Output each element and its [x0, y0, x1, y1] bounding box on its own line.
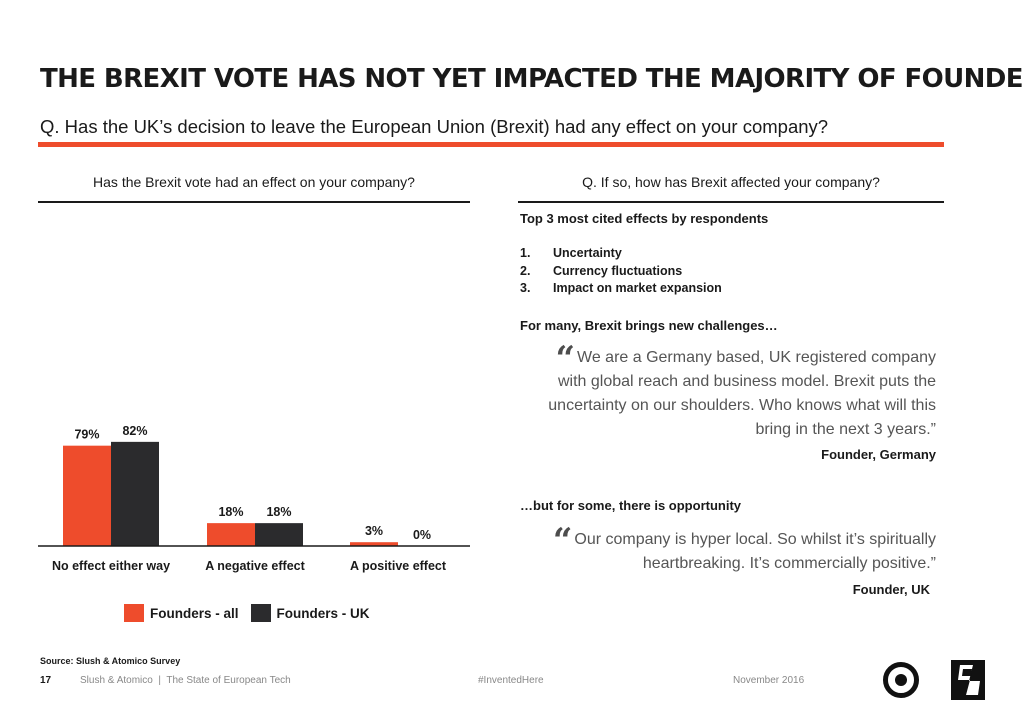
- quote-attribution-uk: Founder, UK: [852, 582, 930, 597]
- title-divider: [38, 142, 944, 147]
- page-question: Q. Has the UK’s decision to leave the Eu…: [40, 116, 829, 137]
- page-number: 17: [40, 675, 52, 686]
- founder-quote-germany: “We are a Germany based, UK registered c…: [548, 339, 936, 438]
- effects-panel-heading: Q. If so, how has Brexit affected your c…: [582, 174, 880, 190]
- bar-value-label: 0%: [413, 528, 431, 542]
- top-effects-heading: Top 3 most cited effects by respondents: [520, 211, 769, 226]
- bar-founders-uk-0: [111, 441, 159, 546]
- bar-value-label: 3%: [365, 524, 383, 538]
- legend-item-founders-all: Founders - all: [124, 604, 239, 622]
- legend-item-founders-uk: Founders - UK: [250, 604, 370, 622]
- footer-hashtag: #InventedHere: [478, 675, 544, 686]
- chart-legend: Founders - all Founders - UK: [124, 604, 382, 622]
- challenges-heading: For many, Brexit brings new challenges…: [520, 318, 778, 333]
- quote-mark-icon: “: [552, 521, 573, 561]
- bar-value-label: 18%: [266, 505, 291, 519]
- page-title: THE BREXIT VOTE HAS NOT YET IMPACTED THE…: [40, 64, 1024, 94]
- legend-swatch-founders-all: [124, 604, 144, 622]
- atomico-logo-icon: [951, 660, 985, 700]
- bar-value-label: 18%: [218, 505, 243, 519]
- quote-attribution-germany: Founder, Germany: [821, 447, 936, 462]
- footer-date: November 2016: [733, 675, 805, 686]
- quote-mark-icon: “: [555, 339, 576, 379]
- list-item: 2. Currency fluctuations: [520, 263, 683, 278]
- list-item: 3. Impact on market expansion: [520, 281, 722, 295]
- category-label: A negative effect: [205, 559, 305, 573]
- effects-panel-divider: [518, 201, 944, 203]
- bar-founders-uk-1: [255, 523, 303, 546]
- bar-founders-all-2: [350, 542, 398, 546]
- legend-label-founders-uk: Founders - UK: [276, 605, 370, 621]
- founder-quote-uk: “Our company is hyper local. So whilst i…: [552, 521, 936, 572]
- bar-founders-all-1: [207, 523, 255, 546]
- list-item: 1. Uncertainty: [520, 246, 622, 260]
- bar-founders-all-0: [63, 445, 111, 546]
- legend-swatch-founders-uk: [250, 604, 271, 622]
- top-effects-list: 1. Uncertainty 2. Currency fluctuations 3.…: [520, 246, 722, 299]
- bar-chart: 79% 82% No effect either way 18% 18% A negati…: [38, 424, 470, 573]
- category-label: No effect either way: [52, 559, 170, 573]
- slush-logo-icon: [883, 662, 919, 698]
- source-note: Source: Slush & Atomico Survey: [40, 656, 181, 666]
- chart-heading: Has the Brexit vote had an effect on you…: [93, 174, 415, 190]
- chart-heading-divider: [38, 201, 470, 203]
- legend-label-founders-all: Founders - all: [150, 605, 239, 621]
- bar-value-label: 79%: [74, 428, 99, 442]
- footer-publication: Slush & Atomico | The State of European …: [80, 675, 291, 686]
- opportunity-heading: …but for some, there is opportunity: [520, 498, 742, 513]
- bar-value-label: 82%: [122, 424, 147, 438]
- category-label: A positive effect: [350, 559, 447, 573]
